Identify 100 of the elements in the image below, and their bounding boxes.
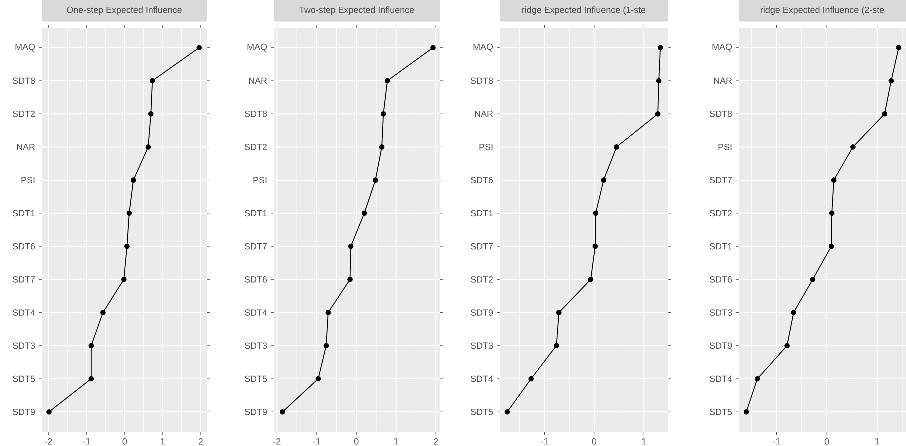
y-tick-label: SDT1: [470, 210, 494, 217]
y-tick-label: SDT4: [710, 376, 732, 382]
y-tick-label: SDT9: [244, 408, 268, 416]
y-tick-label: SDT6: [710, 276, 732, 283]
chart-title: Two-step Expected Influence: [300, 6, 414, 15]
point: [46, 409, 52, 415]
y-tick-label: SDT9: [710, 342, 732, 350]
point: [655, 111, 661, 117]
y-tick-label: SDT7: [470, 243, 494, 250]
x-tick-label: 1: [876, 438, 880, 445]
y-tick-label: SDT7: [244, 243, 268, 250]
point: [384, 78, 390, 84]
point: [348, 244, 354, 250]
point: [784, 343, 790, 349]
point: [121, 277, 127, 282]
y-tick-label: SDT9: [470, 310, 494, 316]
point: [882, 111, 888, 117]
x-tick-label: 1: [642, 438, 646, 445]
y-tick-label: SDT5: [710, 408, 732, 416]
point: [614, 144, 620, 150]
point: [810, 277, 816, 282]
chart-title: ridge Expected Influence (1-ste: [522, 6, 646, 15]
point: [791, 310, 796, 316]
point: [744, 409, 750, 415]
point: [658, 45, 664, 51]
point: [326, 310, 332, 316]
point: [126, 210, 132, 216]
y-tick-label: PSI: [480, 144, 493, 150]
point: [348, 277, 353, 282]
y-tick-label: MAQ: [248, 44, 268, 52]
y-tick-label: SDT1: [244, 210, 268, 217]
x-tick-label: 2: [198, 438, 203, 445]
point: [88, 376, 94, 382]
point: [362, 210, 368, 216]
x-tick-label: 0: [122, 438, 128, 445]
point: [850, 144, 856, 150]
point: [146, 144, 152, 150]
x-tick-label: 0: [824, 438, 830, 445]
point: [324, 343, 330, 349]
y-tick-label: SDT2: [12, 110, 36, 118]
x-tick-label: -2: [274, 438, 281, 445]
y-tick-label: SDT5: [12, 376, 36, 382]
y-tick-label: SDT2: [710, 210, 732, 217]
point: [888, 78, 894, 84]
y-tick-label: SDT7: [710, 177, 732, 184]
point: [380, 111, 386, 117]
x-tick-label: 2: [434, 438, 438, 445]
point: [100, 310, 106, 316]
point: [124, 244, 130, 250]
y-tick-label: SDT6: [244, 276, 268, 283]
point: [528, 376, 534, 382]
y-tick-label: SDT9: [12, 408, 36, 416]
y-tick-label: NAR: [17, 144, 36, 150]
point: [88, 343, 94, 349]
y-tick-label: SDT6: [470, 177, 494, 184]
y-tick-label: SDT1: [710, 243, 732, 250]
point: [831, 178, 837, 183]
point: [130, 178, 136, 183]
point: [504, 409, 510, 415]
x-tick-label: -1: [773, 438, 780, 445]
y-tick-label: SDT7: [12, 276, 36, 283]
x-tick-label: 1: [394, 438, 398, 445]
y-tick-label: SDT2: [470, 276, 494, 283]
y-tick-label: SDT8: [244, 110, 268, 118]
y-tick-label: SDT3: [244, 342, 268, 350]
y-tick-label: MAQ: [16, 44, 36, 52]
point: [148, 111, 154, 117]
point: [828, 244, 834, 250]
y-tick-label: SDT8: [470, 78, 494, 84]
point: [556, 310, 562, 316]
point: [554, 343, 560, 349]
chart-title: ridge Expected Influence (2-ste: [761, 6, 884, 15]
x-tick-label: -1: [313, 438, 320, 445]
y-tick-label: SDT5: [470, 408, 494, 416]
y-tick-label: SDT3: [710, 310, 732, 316]
point: [316, 376, 322, 382]
y-tick-label: MAQ: [712, 44, 732, 52]
point: [150, 78, 156, 84]
point: [896, 45, 902, 51]
y-tick-label: SDT8: [710, 110, 732, 118]
point: [280, 409, 286, 415]
y-tick-label: PSI: [254, 177, 267, 184]
y-tick-label: SDT3: [470, 342, 494, 350]
x-tick-label: 0: [592, 438, 597, 445]
point: [829, 210, 835, 216]
point: [592, 244, 598, 250]
point: [754, 376, 760, 382]
x-tick-label: -1: [541, 438, 548, 445]
point: [588, 277, 594, 282]
y-tick-label: NAR: [249, 78, 268, 84]
y-tick-label: MAQ: [474, 44, 494, 52]
y-tick-label: SDT4: [470, 376, 494, 382]
point: [373, 178, 378, 183]
y-tick-label: SDT5: [244, 376, 268, 382]
x-tick-label: 0: [354, 438, 359, 445]
point: [196, 45, 202, 51]
y-tick-label: PSI: [22, 177, 35, 184]
y-tick-label: SDT1: [12, 210, 36, 217]
x-tick-label: -2: [45, 438, 52, 445]
point: [379, 144, 385, 150]
